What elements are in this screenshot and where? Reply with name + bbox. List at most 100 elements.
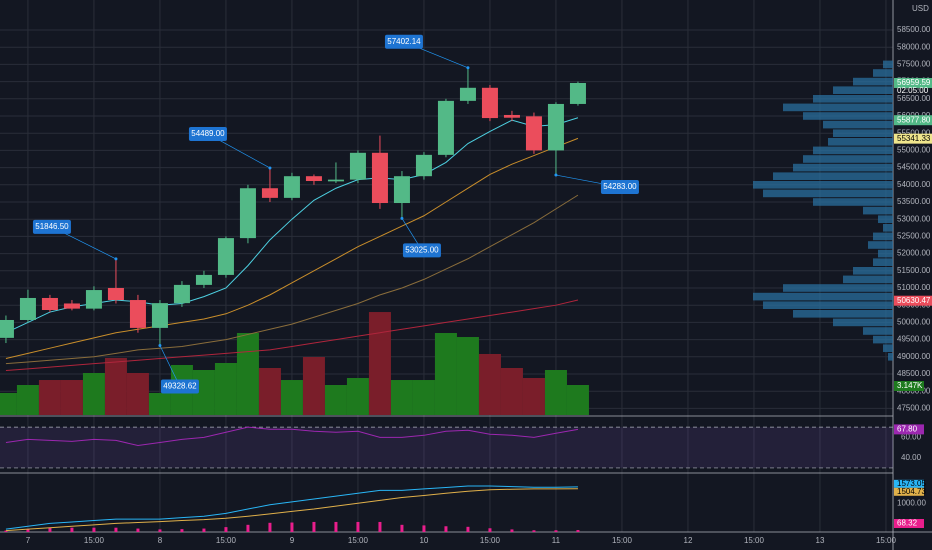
volume-bar	[390, 380, 413, 415]
volume-profile-bar	[813, 198, 893, 206]
histogram-bar	[246, 524, 250, 532]
price-tag-label: 55877.80	[897, 115, 931, 124]
volume-profile-bar	[773, 172, 893, 180]
histogram-bar	[268, 522, 272, 532]
volume-profile-bar	[783, 284, 893, 292]
volume-profile-bar	[883, 223, 893, 232]
candle-body	[0, 319, 14, 338]
y-tick-label: 53500.00	[897, 197, 931, 206]
histogram-bar	[114, 527, 118, 532]
histogram-bar	[356, 521, 360, 532]
volume-profile-bar	[843, 275, 893, 284]
candle-body	[371, 152, 388, 204]
osc-tag	[894, 519, 924, 528]
moving-average	[5, 299, 579, 372]
volume-bar	[302, 356, 325, 415]
volume-bar	[478, 353, 501, 415]
x-tick-label: 15:00	[612, 536, 633, 545]
volume-profile-bar	[783, 103, 893, 112]
volume-tag	[894, 380, 924, 391]
x-tick-label: 7	[26, 536, 31, 545]
histogram-bar	[26, 529, 30, 532]
y-tick-label: 49000.00	[897, 352, 931, 361]
price-tag-label: 50630.47	[897, 296, 931, 305]
candle-body	[151, 303, 168, 328]
histogram-bar	[488, 528, 492, 532]
volume-bar	[346, 378, 369, 415]
candle-body	[261, 188, 278, 198]
volume-profile-bar	[793, 309, 893, 318]
volume-profile-bar	[853, 266, 893, 275]
y-tick-label: 52000.00	[897, 249, 931, 258]
volume-profile-bar	[883, 344, 893, 352]
volume-profile-bar	[763, 301, 893, 309]
x-tick-label: 10	[419, 536, 428, 545]
currency-label: USD	[912, 4, 929, 13]
volume-bar	[500, 367, 523, 415]
histogram-bar	[554, 530, 558, 532]
annotation-label: 57402.14	[387, 37, 421, 46]
x-tick-label: 15:00	[744, 536, 765, 545]
candle-body	[239, 188, 256, 239]
annotation-label: 49328.62	[163, 382, 197, 391]
volume-bar	[522, 378, 545, 415]
osc-tag	[894, 487, 924, 496]
annotation-box	[384, 34, 423, 49]
y-tick-label: 55000.00	[897, 146, 931, 155]
histogram-bar	[532, 530, 536, 532]
volume-profile-bar	[803, 155, 893, 163]
price-tag-label: 55341.33	[897, 134, 931, 143]
volume-profile-bar	[853, 77, 893, 86]
candle-body	[503, 114, 520, 118]
x-tick-label: 13	[816, 536, 825, 545]
y-tick-label: 58000.00	[897, 42, 931, 51]
x-tick-label: 15:00	[876, 536, 897, 545]
candle-body	[327, 179, 344, 182]
countdown: 02:05:00	[897, 86, 929, 95]
candle-body	[41, 297, 58, 311]
histogram-bar	[400, 524, 404, 532]
histogram-bar	[158, 529, 162, 532]
osc-tag-label: 1504.73	[897, 487, 926, 496]
candle-body	[283, 176, 300, 198]
annotation-dot	[554, 173, 558, 177]
price-tag	[894, 77, 932, 88]
volume-profile-bar	[793, 163, 893, 172]
volume-profile-bar	[833, 318, 893, 327]
osc-tag-label: 1573.05	[897, 479, 926, 488]
volume-profile-bar	[868, 241, 893, 249]
y-tick-label: 57500.00	[897, 60, 931, 69]
candle-body	[415, 154, 432, 177]
y-tick-label: 49500.00	[897, 335, 931, 344]
volume-bar	[280, 380, 303, 415]
volume-profile-bar	[803, 112, 893, 120]
volume-profile-bar	[873, 258, 893, 266]
histogram-bar	[92, 527, 96, 532]
candle-body	[173, 284, 190, 304]
candle-body	[129, 300, 146, 328]
annotation-dot	[114, 257, 118, 261]
annotation-label: 54283.00	[603, 182, 637, 191]
volume-bar	[434, 333, 457, 415]
annotation-dot	[158, 343, 162, 347]
osc-tick-label: 1000.00	[897, 498, 926, 507]
volume-bar	[544, 370, 567, 415]
histogram-bar	[576, 530, 580, 532]
volume-profile-bar	[753, 292, 893, 301]
annotation-dot	[400, 216, 404, 220]
candle-body	[459, 87, 476, 101]
rsi-line	[5, 426, 579, 447]
volume-bar	[236, 333, 259, 415]
candle-body	[19, 297, 36, 320]
volume-profile-bar	[763, 189, 893, 198]
y-tick-label: 51500.00	[897, 266, 931, 275]
annotation-box	[188, 126, 227, 141]
candle-body	[569, 82, 586, 104]
annotation-box	[160, 379, 199, 394]
x-tick-label: 8	[158, 536, 163, 545]
moving-average	[5, 137, 579, 360]
y-tick-label: 54500.00	[897, 163, 931, 172]
osc-line	[5, 485, 578, 530]
x-tick-label: 9	[290, 536, 295, 545]
